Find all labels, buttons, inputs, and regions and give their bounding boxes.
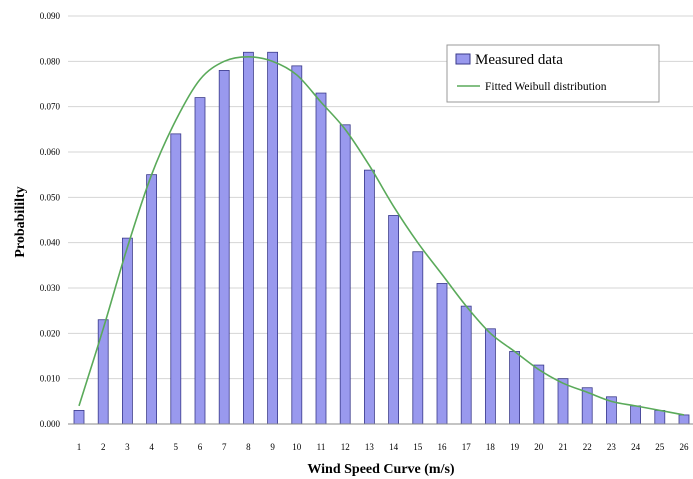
y-tick-label: 0.090 bbox=[40, 11, 61, 21]
x-tick-label: 2 bbox=[101, 442, 106, 452]
bar bbox=[73, 409, 85, 425]
y-tick-label: 0.020 bbox=[40, 328, 61, 338]
x-tick-label: 21 bbox=[559, 442, 568, 452]
x-axis-title: Wind Speed Curve (m/s) bbox=[307, 462, 454, 477]
x-tick-label: 5 bbox=[174, 442, 179, 452]
x-tick-label: 14 bbox=[389, 442, 399, 452]
y-tick-label: 0.070 bbox=[40, 102, 61, 112]
bar bbox=[460, 305, 472, 425]
bar bbox=[533, 364, 545, 425]
x-tick-label: 22 bbox=[583, 442, 592, 452]
x-tick-label: 12 bbox=[341, 442, 350, 452]
x-tick-label: 4 bbox=[149, 442, 154, 452]
bar bbox=[436, 283, 448, 425]
bar bbox=[291, 65, 303, 425]
x-tick-label: 10 bbox=[292, 442, 302, 452]
y-tick-label: 0.040 bbox=[40, 238, 61, 248]
legend-label-fitted: Fitted Weibull distribution bbox=[485, 81, 607, 93]
bar bbox=[388, 215, 400, 425]
bar bbox=[146, 174, 158, 425]
bar bbox=[170, 133, 182, 425]
x-tick-label: 16 bbox=[438, 442, 448, 452]
bar bbox=[484, 328, 496, 425]
x-tick-label: 6 bbox=[198, 442, 203, 452]
bar bbox=[363, 169, 375, 425]
bar bbox=[678, 414, 690, 425]
legend-label-measured: Measured data bbox=[475, 52, 563, 68]
x-tick-label: 23 bbox=[607, 442, 617, 452]
bar bbox=[412, 251, 424, 425]
bar bbox=[194, 97, 206, 425]
x-tick-label: 15 bbox=[413, 442, 423, 452]
y-tick-label: 0.080 bbox=[40, 56, 61, 66]
x-tick-label: 1 bbox=[77, 442, 82, 452]
legend-swatch-measured bbox=[455, 53, 471, 65]
y-axis-ticks: 0.000 0.010 0.020 0.030 0.040 0.050 0.060 0.070… bbox=[40, 11, 61, 429]
bar bbox=[267, 51, 279, 425]
legend-box bbox=[446, 44, 660, 103]
bar bbox=[242, 51, 254, 425]
legend: Measured data Fitted Weibull distributio… bbox=[446, 44, 660, 103]
x-tick-label: 18 bbox=[486, 442, 496, 452]
bar bbox=[122, 237, 133, 425]
bar bbox=[97, 319, 109, 425]
y-tick-label: 0.000 bbox=[40, 419, 61, 429]
y-tick-label: 0.050 bbox=[40, 192, 61, 202]
bar bbox=[509, 351, 521, 425]
y-tick-label: 0.010 bbox=[40, 374, 61, 384]
y-tick-label: 0.060 bbox=[40, 147, 61, 157]
x-tick-label: 11 bbox=[317, 442, 326, 452]
bar bbox=[315, 92, 327, 425]
x-tick-label: 13 bbox=[365, 442, 375, 452]
bar bbox=[654, 409, 666, 425]
bar bbox=[339, 124, 351, 425]
y-tick-label: 0.030 bbox=[40, 283, 61, 293]
x-tick-label: 8 bbox=[246, 442, 251, 452]
x-tick-label: 20 bbox=[534, 442, 544, 452]
bar bbox=[630, 405, 641, 425]
series-line-fitted-weibull bbox=[78, 55, 685, 416]
bars bbox=[73, 51, 690, 425]
y-axis-title: Probabililty bbox=[13, 186, 28, 257]
x-tick-label: 19 bbox=[510, 442, 520, 452]
x-tick-label: 17 bbox=[462, 442, 472, 452]
x-tick-label: 25 bbox=[655, 442, 665, 452]
x-axis-ticks: 1 2 3 4 5 6 7 8 9 10 11 12 13 14 15 16 17 18 19 20 21 22 23 24 2… bbox=[77, 442, 689, 452]
x-tick-label: 24 bbox=[631, 442, 641, 452]
x-tick-label: 9 bbox=[270, 442, 275, 452]
x-tick-label: 3 bbox=[125, 442, 130, 452]
x-tick-label: 7 bbox=[222, 442, 227, 452]
bar bbox=[218, 70, 230, 425]
x-tick-label: 26 bbox=[680, 442, 690, 452]
